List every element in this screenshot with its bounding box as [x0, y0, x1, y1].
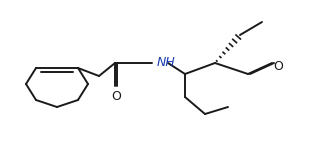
Text: O: O	[273, 60, 283, 73]
Text: NH: NH	[157, 55, 176, 68]
Text: O: O	[111, 89, 121, 102]
